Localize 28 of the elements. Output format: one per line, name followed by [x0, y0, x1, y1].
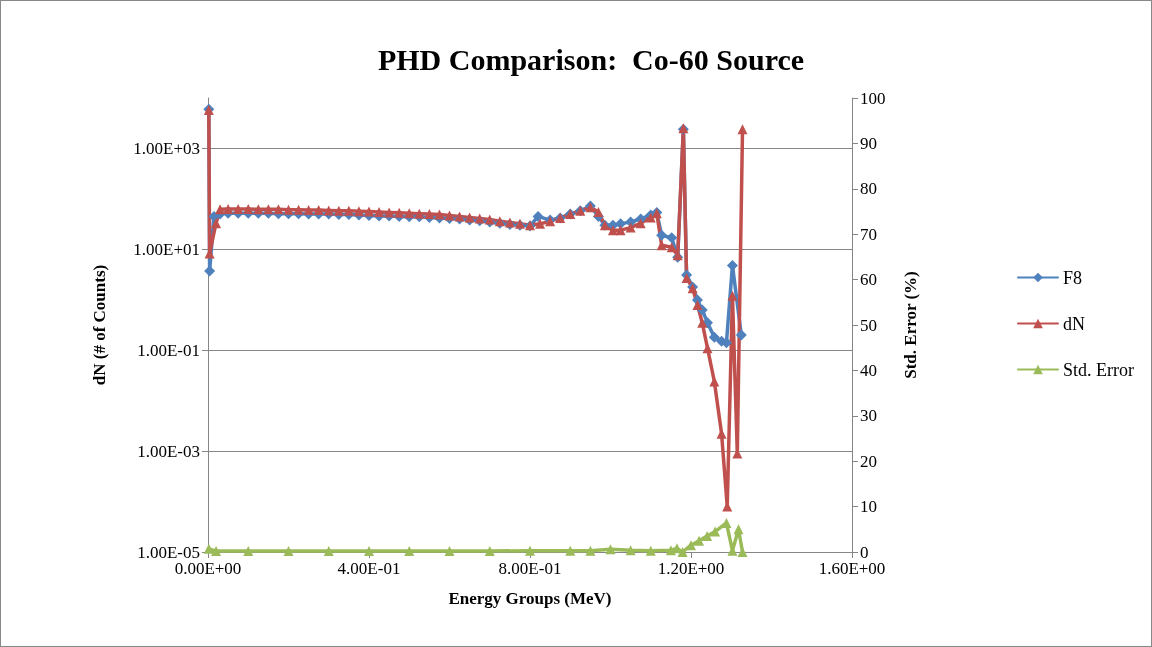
- x-axis-title: Energy Groups (MeV): [448, 589, 612, 608]
- y2-axis-title: Std. Error (%): [901, 271, 920, 379]
- chart-title: PHD Comparison: Co-60 Source: [377, 42, 805, 76]
- legend-label: F8: [1063, 267, 1083, 288]
- x-tick-label: 1.20E+00: [657, 559, 725, 578]
- y2-tick-label: 100: [860, 88, 886, 108]
- legend-label: Std. Error: [1063, 359, 1135, 380]
- y-tick-label: 1.00E-03: [137, 441, 200, 461]
- y2-tick-label: 40: [860, 360, 877, 380]
- y2-tick-label: 20: [860, 451, 877, 471]
- x-tick-label: 8.00E-01: [498, 559, 562, 578]
- y-tick-label: 1.00E+01: [133, 239, 200, 259]
- y-tick-label: 1.00E+03: [133, 138, 200, 158]
- y2-tick-label: 90: [860, 133, 877, 153]
- x-tick-label: 1.60E+00: [818, 559, 886, 578]
- y2-tick-label: 10: [860, 497, 877, 517]
- y2-tick-label: 30: [860, 406, 877, 426]
- y2-tick-label: 50: [860, 315, 877, 335]
- legend-label: dN: [1063, 313, 1086, 334]
- y-tick-label: 1.00E-01: [137, 340, 200, 360]
- x-tick-label: 4.00E-01: [337, 559, 401, 578]
- x-tick-label: 0.00E+00: [174, 559, 242, 578]
- y-tick-label: 1.00E-05: [137, 542, 200, 562]
- y-axis-title: dN (# of Counts): [90, 264, 109, 386]
- y2-tick-label: 60: [860, 270, 877, 290]
- y2-tick-label: 0: [860, 542, 869, 562]
- y2-tick-label: 80: [860, 179, 877, 199]
- y2-tick-label: 70: [860, 224, 877, 244]
